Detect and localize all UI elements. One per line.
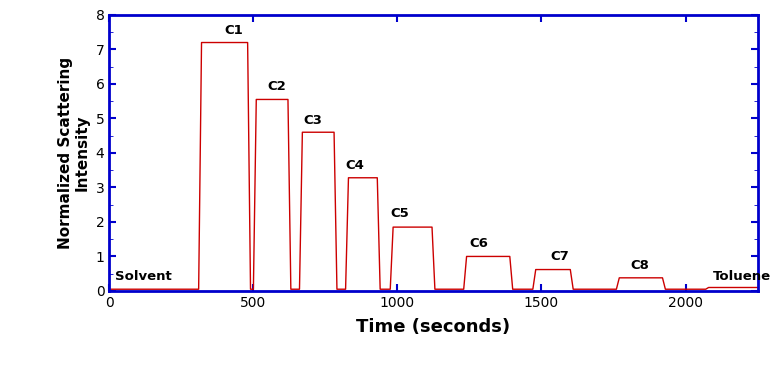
X-axis label: Time (seconds): Time (seconds)	[356, 318, 511, 336]
Text: C4: C4	[345, 159, 364, 172]
Text: C8: C8	[631, 259, 650, 272]
Text: C7: C7	[550, 250, 569, 263]
Text: C2: C2	[267, 79, 286, 93]
Text: Toluene: Toluene	[713, 270, 771, 283]
Text: C6: C6	[469, 237, 488, 250]
Text: C1: C1	[225, 24, 244, 37]
Text: C5: C5	[390, 207, 409, 220]
Text: Solvent: Solvent	[115, 270, 172, 283]
Text: C3: C3	[303, 114, 322, 127]
Y-axis label: Normalized Scattering
Intensity: Normalized Scattering Intensity	[58, 57, 90, 249]
